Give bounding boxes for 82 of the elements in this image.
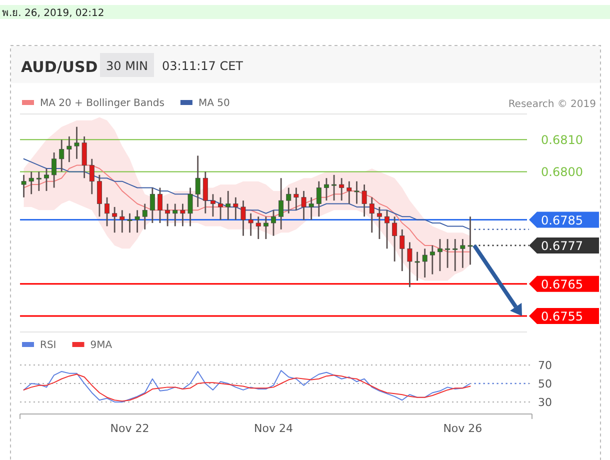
candlestick [376, 206, 382, 240]
legend-label: RSI [40, 340, 56, 351]
legend-label: MA 50 [198, 98, 230, 109]
candlestick [21, 174, 26, 198]
candlestick [339, 177, 344, 202]
y-tick-label: 0.6785 [541, 213, 583, 228]
candlestick [226, 190, 231, 220]
candlestick [104, 196, 110, 227]
x-tick-label: Nov 22 [110, 422, 150, 435]
candlestick [134, 209, 140, 234]
candlestick [414, 251, 420, 282]
candlestick [308, 196, 314, 220]
candlestick [438, 238, 442, 272]
candlestick [271, 209, 276, 237]
candlestick [263, 216, 268, 240]
candlestick [369, 196, 374, 234]
candlestick [407, 242, 412, 288]
candlestick [180, 203, 186, 227]
text: Research © 2019 [508, 99, 596, 110]
candlestick [210, 193, 216, 218]
candlestick [158, 187, 162, 224]
candlestick [324, 177, 329, 202]
candlestick [150, 187, 155, 224]
candlestick [28, 171, 34, 195]
candlestick [294, 187, 299, 211]
y-tick-label: 30 [538, 396, 552, 409]
candlestick [120, 209, 125, 234]
candlestick [400, 228, 405, 272]
candlestick [384, 209, 390, 250]
candlestick [286, 187, 292, 214]
candlestick [52, 152, 57, 188]
y-tick-label: 0.6755 [541, 309, 583, 324]
candlestick [248, 212, 254, 237]
candlestick [44, 168, 49, 192]
candlestick [392, 216, 398, 262]
candlestick [96, 174, 102, 218]
y-tick-label: 50 [538, 377, 552, 390]
candlestick [240, 200, 246, 237]
candlestick [165, 203, 170, 227]
candlestick [301, 190, 306, 220]
candlestick [278, 177, 284, 230]
y-tick-label: 0.6777 [541, 238, 583, 253]
candlestick [218, 196, 223, 220]
text: 30 MIN [106, 59, 148, 73]
candlestick [233, 196, 238, 220]
candlestick [36, 171, 42, 192]
chart-title: AUD/USD [21, 58, 98, 76]
candlestick [59, 138, 64, 172]
candlestick [74, 126, 80, 160]
candlestick [346, 180, 352, 204]
y-tick-label: 0.6810 [541, 133, 583, 148]
candlestick [195, 154, 200, 208]
candlestick [172, 203, 178, 227]
legend-label: 9MA [90, 340, 112, 351]
candlestick [202, 171, 208, 214]
candlestick [430, 244, 435, 275]
legend-label: MA 20 + Bollinger Bands [40, 98, 164, 109]
candlestick [354, 180, 360, 204]
candlestick [362, 184, 367, 218]
candlestick [188, 187, 193, 227]
x-tick-label: Nov 26 [443, 422, 482, 435]
candlestick [445, 238, 450, 269]
candlestick [452, 238, 458, 272]
candlestick [66, 136, 72, 163]
y-tick-label: 0.6765 [541, 277, 583, 292]
y-tick-label: 70 [538, 359, 552, 372]
candlestick [332, 174, 337, 202]
candlestick [256, 216, 261, 240]
candlestick [142, 203, 148, 230]
line-series [23, 158, 471, 230]
candlestick [468, 216, 473, 266]
candlestick [89, 158, 94, 195]
candlestick [127, 212, 132, 234]
candlestick [316, 180, 322, 218]
text: พ.ย. 26, 2019, 02:12 [2, 8, 104, 19]
x-tick-label: Nov 24 [254, 422, 293, 435]
candlestick [460, 238, 466, 269]
candlestick [422, 248, 428, 278]
candlestick [82, 136, 87, 179]
candlestick [112, 206, 118, 234]
y-tick-label: 0.6800 [541, 165, 583, 180]
chart-subtitle: 03:11:17 CET [162, 59, 244, 73]
